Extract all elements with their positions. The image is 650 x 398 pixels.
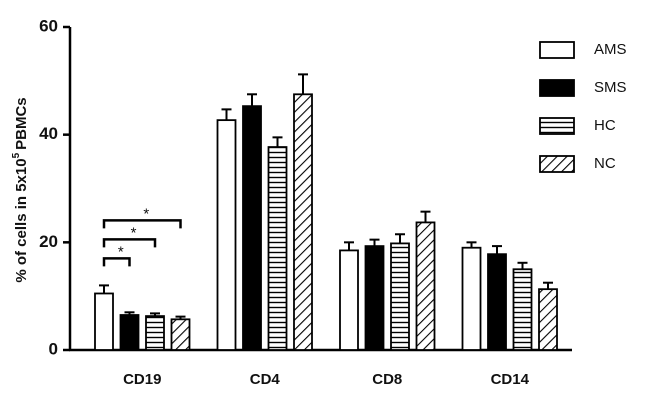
legend-swatch <box>539 79 575 97</box>
legend-swatch <box>539 41 575 59</box>
legend-label: SMS <box>594 79 627 96</box>
bar <box>415 221 436 351</box>
significance-bracket <box>102 238 157 248</box>
bar <box>390 242 410 351</box>
significance-label: * <box>143 205 149 222</box>
legend-swatch <box>539 155 575 173</box>
legend-label: HC <box>594 117 616 134</box>
x-tick-label: CD19 <box>123 371 161 388</box>
y-axis-label-text: % of cells in 5x10 <box>13 158 30 282</box>
y-tick-label: 60 <box>39 16 58 35</box>
bar <box>94 292 114 351</box>
x-tick-label: CD4 <box>250 371 281 388</box>
significance-bracket <box>102 219 182 229</box>
bar <box>170 318 191 351</box>
bar <box>339 249 359 351</box>
bar <box>487 253 507 351</box>
bar <box>242 105 262 351</box>
significance-label: * <box>131 224 137 241</box>
bar <box>364 245 385 351</box>
x-tick-label: CD14 <box>491 371 530 388</box>
legend-swatch <box>539 117 575 135</box>
bar <box>267 146 288 351</box>
bar <box>538 288 558 351</box>
y-tick-label: 20 <box>39 232 58 251</box>
bar <box>216 119 237 351</box>
y-axis-label: % of cells in 5x105 PBMCs <box>11 97 30 282</box>
y-axis-label-superscript: 5 <box>11 152 22 158</box>
x-tick-label: CD8 <box>372 371 402 388</box>
bar <box>293 93 313 351</box>
legend-label: AMS <box>594 41 627 58</box>
bar <box>119 314 140 351</box>
bar <box>145 315 165 351</box>
significance-label: * <box>118 243 124 260</box>
bar <box>461 246 482 351</box>
y-tick-label: 40 <box>39 124 58 143</box>
y-axis-label-suffix: PBMCs <box>13 97 30 150</box>
bar <box>512 268 533 351</box>
y-tick-label: 0 <box>49 339 58 358</box>
legend-label: NC <box>594 155 616 172</box>
significance-bracket <box>102 257 131 267</box>
